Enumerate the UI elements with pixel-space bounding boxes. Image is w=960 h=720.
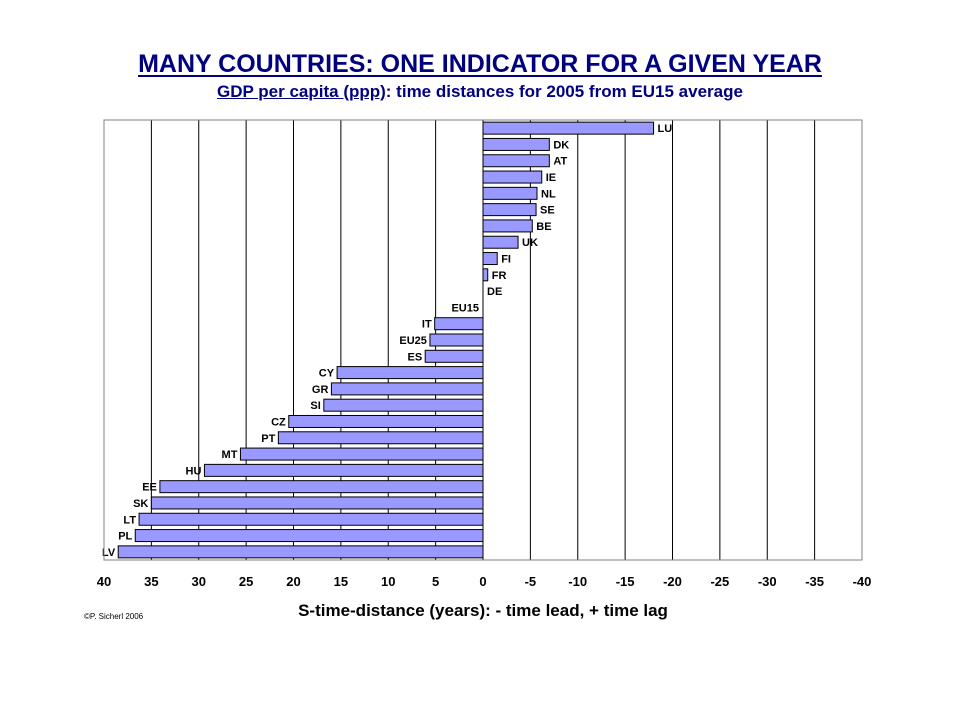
bar-be xyxy=(482,219,533,233)
category-label-es: ES xyxy=(408,351,423,363)
x-tick-label: -25 xyxy=(710,574,729,589)
bar-it xyxy=(434,317,484,331)
category-label-it: IT xyxy=(422,319,432,331)
category-label-lv: LV xyxy=(102,547,116,559)
category-label-pl: PL xyxy=(118,531,132,543)
bar-mt xyxy=(239,447,484,461)
bars xyxy=(117,121,655,559)
category-label-lt: LT xyxy=(123,514,136,526)
category-label-sk: SK xyxy=(133,498,148,510)
x-tick-label: -10 xyxy=(568,574,587,589)
bar-lv xyxy=(117,545,484,559)
category-label-uk: UK xyxy=(522,237,538,249)
x-tick-label: 35 xyxy=(144,574,158,589)
bar-sk xyxy=(150,496,484,510)
plot-area-frame xyxy=(103,119,863,561)
x-tick-label: 0 xyxy=(479,574,486,589)
subtitle-indicator: GDP per capita (ppp) xyxy=(217,82,386,101)
category-label-at: AT xyxy=(553,156,567,168)
bar-cz xyxy=(288,414,484,428)
category-label-ie: IE xyxy=(546,172,556,184)
category-label-hu: HU xyxy=(186,465,202,477)
category-label-gr: GR xyxy=(312,384,329,396)
x-tick-label: 25 xyxy=(239,574,253,589)
x-tick-label: 40 xyxy=(97,574,111,589)
category-label-de: DE xyxy=(487,286,502,298)
chart-subtitle: GDP per capita (ppp): time distances for… xyxy=(0,82,960,102)
x-tick-label: 30 xyxy=(192,574,206,589)
x-tick-label: -40 xyxy=(853,574,872,589)
bar-ie xyxy=(482,170,543,184)
category-label-se: SE xyxy=(540,205,555,217)
bar-at xyxy=(482,154,550,168)
bar-gr xyxy=(330,382,484,396)
subtitle-description: : time distances for 2005 from EU15 aver… xyxy=(385,82,743,101)
bar-fi xyxy=(482,252,498,266)
category-label-eu15: EU15 xyxy=(451,302,479,314)
bar-pt xyxy=(277,431,484,445)
category-label-dk: DK xyxy=(553,139,569,151)
bar-cy xyxy=(336,366,484,380)
bar-si xyxy=(323,398,484,412)
category-label-be: BE xyxy=(536,221,551,233)
category-label-eu25: EU25 xyxy=(399,335,427,347)
x-tick-label: 10 xyxy=(381,574,395,589)
x-tick-label: -30 xyxy=(758,574,777,589)
bar-hu xyxy=(203,463,484,477)
x-tick-label: -20 xyxy=(663,574,682,589)
bar-nl xyxy=(482,186,538,200)
category-label-cy: CY xyxy=(319,368,335,380)
x-tick-label: -15 xyxy=(616,574,635,589)
category-label-nl: NL xyxy=(541,188,556,200)
category-label-lu: LU xyxy=(658,123,673,135)
x-axis-label: S-time-distance (years): - time lead, + … xyxy=(298,601,668,620)
category-label-mt: MT xyxy=(222,449,238,461)
category-label-cz: CZ xyxy=(271,416,286,428)
bar-dk xyxy=(482,137,550,151)
category-label-fi: FI xyxy=(501,254,511,266)
x-tick-label: 15 xyxy=(334,574,348,589)
bar-fr xyxy=(482,268,489,282)
x-tick-label: 5 xyxy=(432,574,439,589)
x-tick-label: 20 xyxy=(286,574,300,589)
bar-lt xyxy=(138,512,484,526)
bar-uk xyxy=(482,235,519,249)
x-tick-label: -35 xyxy=(805,574,824,589)
category-label-pt: PT xyxy=(261,433,275,445)
category-label-fr: FR xyxy=(492,270,507,282)
category-label-si: SI xyxy=(310,400,320,412)
category-labels: LU DK AT IE NL SE BE UK FI FR DE EU15 IT EU25 ES CY GR SI… xyxy=(102,123,672,559)
copyright-credit: ©P. Sicherl 2006 xyxy=(84,612,144,621)
bar-se xyxy=(482,203,537,217)
category-label-ee: EE xyxy=(142,482,157,494)
bar-lu xyxy=(482,121,655,135)
chart-title: MANY COUNTRIES: ONE INDICATOR FOR A GIVE… xyxy=(138,50,822,78)
x-tick-label: -5 xyxy=(525,574,537,589)
x-tick-labels: 40 35 30 25 20 15 10 5 0 -5 -10 -15 -20 -25 -30 -35 -40 xyxy=(97,574,872,589)
bar-pl xyxy=(134,529,484,543)
bar-es xyxy=(424,349,484,363)
bar-eu25 xyxy=(429,333,484,347)
bar-ee xyxy=(159,480,484,494)
